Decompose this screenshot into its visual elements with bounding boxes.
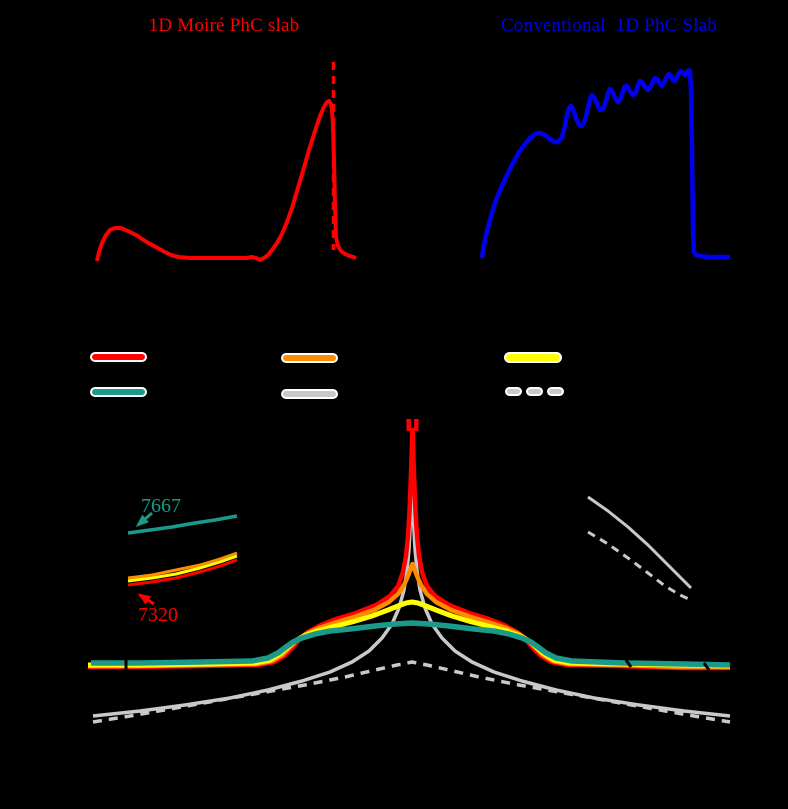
legend-key-gray-dashed-dash — [507, 389, 520, 394]
legend-key-gray-dashed-dash — [549, 389, 562, 394]
hidden-curve-tick-marks-seg2 — [702, 662, 711, 671]
teal-resonance-peak — [91, 620, 731, 668]
orange-inset-curve — [127, 551, 238, 580]
legend-key-yellow-solid — [506, 354, 560, 361]
gray-inset-solid-curve — [587, 495, 693, 590]
teal-inset-curve — [127, 514, 238, 535]
moire-spectrum-curve — [95, 99, 357, 262]
gray-inset-dashed-curve — [587, 530, 692, 602]
legend-key-red-solid — [92, 354, 145, 360]
conventional-spectrum-curve — [479, 67, 730, 260]
hidden-curve-tick-marks-seg1 — [624, 659, 633, 668]
q-factor-label-7667: 7667 — [141, 495, 181, 517]
red-inset-curve — [127, 558, 238, 587]
conventional-panel-title: Conventional 1D PhC Slab — [500, 15, 718, 36]
moire-panel-title: 1D Moiré PhC slab — [148, 15, 300, 36]
arrow-to-red-inset-head — [137, 593, 152, 605]
legend-key-gray-solid — [283, 391, 336, 397]
legend-key-orange-solid — [283, 355, 336, 361]
arrow-to-teal-inset-head — [135, 514, 149, 527]
legend-key-gray-dashed-dash — [528, 389, 541, 394]
yellow-inset-curve — [127, 554, 238, 583]
gray-dashed-lorentzian — [92, 660, 731, 724]
q-factor-label-7320: 7320 — [138, 604, 178, 626]
legend-key-teal-solid — [92, 389, 145, 395]
legend-key-gray-dashed — [507, 389, 563, 394]
